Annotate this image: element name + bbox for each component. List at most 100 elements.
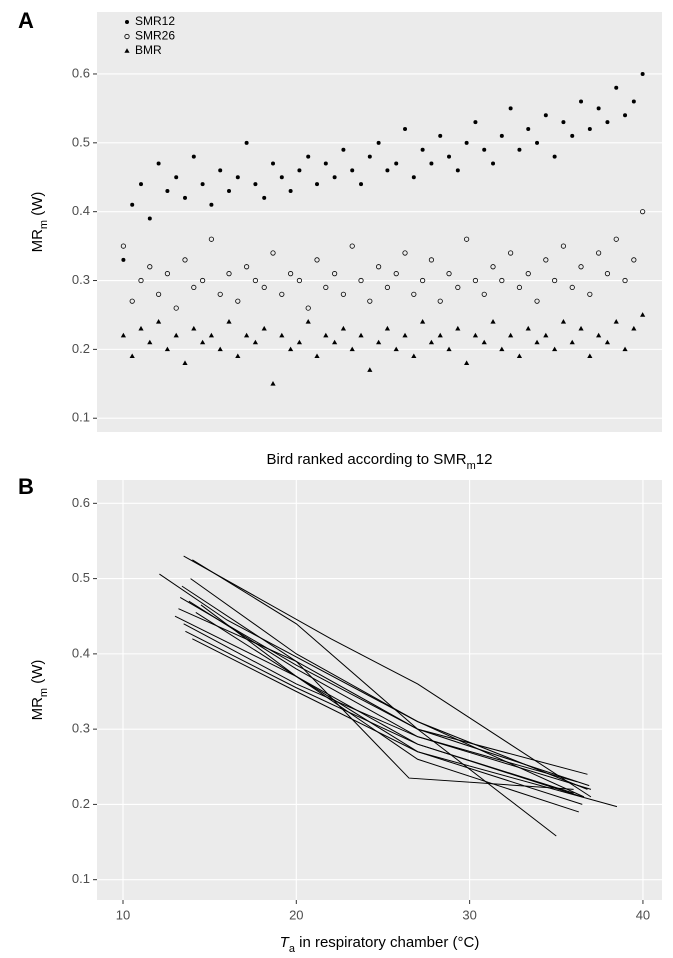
point — [613, 319, 619, 324]
point — [428, 339, 435, 345]
y-tick-label: 0.2 — [72, 796, 90, 811]
point — [490, 264, 496, 270]
point — [359, 182, 364, 187]
x-tick-label: 30 — [462, 907, 476, 922]
point — [376, 140, 381, 145]
label-part: MR — [29, 229, 46, 252]
point — [156, 319, 162, 324]
point — [156, 291, 162, 297]
point — [358, 277, 364, 284]
point — [315, 182, 320, 187]
point — [296, 277, 303, 284]
point — [482, 147, 487, 152]
point — [191, 154, 196, 159]
point — [411, 353, 417, 359]
point — [446, 271, 452, 277]
point — [305, 319, 311, 324]
label-part: (W) — [29, 660, 46, 688]
point — [411, 291, 417, 297]
y-tick-label: 0.3 — [72, 721, 90, 736]
point — [200, 277, 206, 284]
x-axis-title: Bird ranked according to SMRm12 — [267, 451, 493, 472]
label-part: Bird ranked according to SMR — [267, 451, 467, 468]
point — [217, 346, 223, 352]
point — [481, 291, 487, 297]
y-axis-title: MRm (W) — [29, 660, 50, 721]
point — [464, 236, 470, 242]
point — [235, 298, 241, 304]
point — [569, 339, 575, 345]
point — [569, 284, 575, 291]
line — [200, 604, 579, 813]
point — [552, 154, 557, 159]
point — [165, 189, 170, 194]
y-tick-label: 0.5 — [72, 134, 90, 149]
point — [623, 113, 628, 118]
point — [490, 319, 496, 324]
y-axis-title: MRm (W) — [29, 192, 50, 253]
point — [640, 209, 646, 215]
line — [192, 638, 618, 808]
point — [156, 161, 161, 166]
point — [340, 325, 347, 331]
point — [200, 339, 206, 345]
point — [481, 339, 487, 345]
point — [288, 346, 294, 352]
point — [622, 346, 628, 352]
point — [323, 161, 328, 166]
legend-marker — [125, 20, 129, 24]
x-tick-label: 20 — [289, 907, 303, 922]
point — [622, 277, 628, 284]
point — [578, 264, 584, 270]
point — [587, 127, 592, 132]
point — [614, 85, 619, 90]
point — [631, 257, 637, 263]
point — [613, 236, 619, 242]
point — [341, 147, 346, 152]
y-tick-label: 0.2 — [72, 341, 90, 356]
panel: 0.1 0.2 0.3 0.4 0.5 0.6 10 20 30 40 B Ta in respira… — [18, 474, 662, 955]
point — [420, 277, 426, 284]
point — [543, 332, 549, 338]
point — [350, 168, 355, 173]
point — [367, 154, 372, 159]
point — [332, 339, 338, 345]
point — [464, 360, 470, 365]
legend-marker — [124, 33, 130, 40]
point — [605, 120, 610, 125]
point — [508, 332, 514, 338]
point — [384, 325, 391, 331]
point — [208, 236, 215, 242]
point — [604, 271, 611, 277]
label-part: MR — [29, 697, 46, 720]
point — [182, 360, 188, 365]
point — [226, 319, 232, 324]
point — [279, 291, 285, 297]
point — [305, 305, 311, 311]
point — [631, 325, 637, 331]
y-tick-label: 0.1 — [72, 410, 90, 425]
point — [402, 250, 408, 256]
point — [323, 332, 329, 338]
point — [183, 195, 188, 200]
panel-letter: B — [18, 474, 34, 499]
line — [159, 573, 588, 790]
point — [534, 298, 540, 304]
point — [358, 332, 364, 338]
y-tick-label: 0.5 — [72, 570, 90, 585]
point — [516, 353, 523, 359]
point — [534, 339, 540, 345]
line — [185, 630, 574, 794]
point — [164, 271, 171, 277]
point — [508, 106, 513, 111]
point — [296, 339, 303, 345]
point — [472, 332, 479, 338]
point — [393, 271, 399, 277]
point — [491, 161, 496, 166]
x-tick-label: 40 — [636, 907, 650, 922]
point — [552, 277, 558, 284]
point — [271, 161, 276, 166]
point — [578, 325, 584, 331]
point — [367, 367, 373, 372]
point — [455, 168, 460, 173]
